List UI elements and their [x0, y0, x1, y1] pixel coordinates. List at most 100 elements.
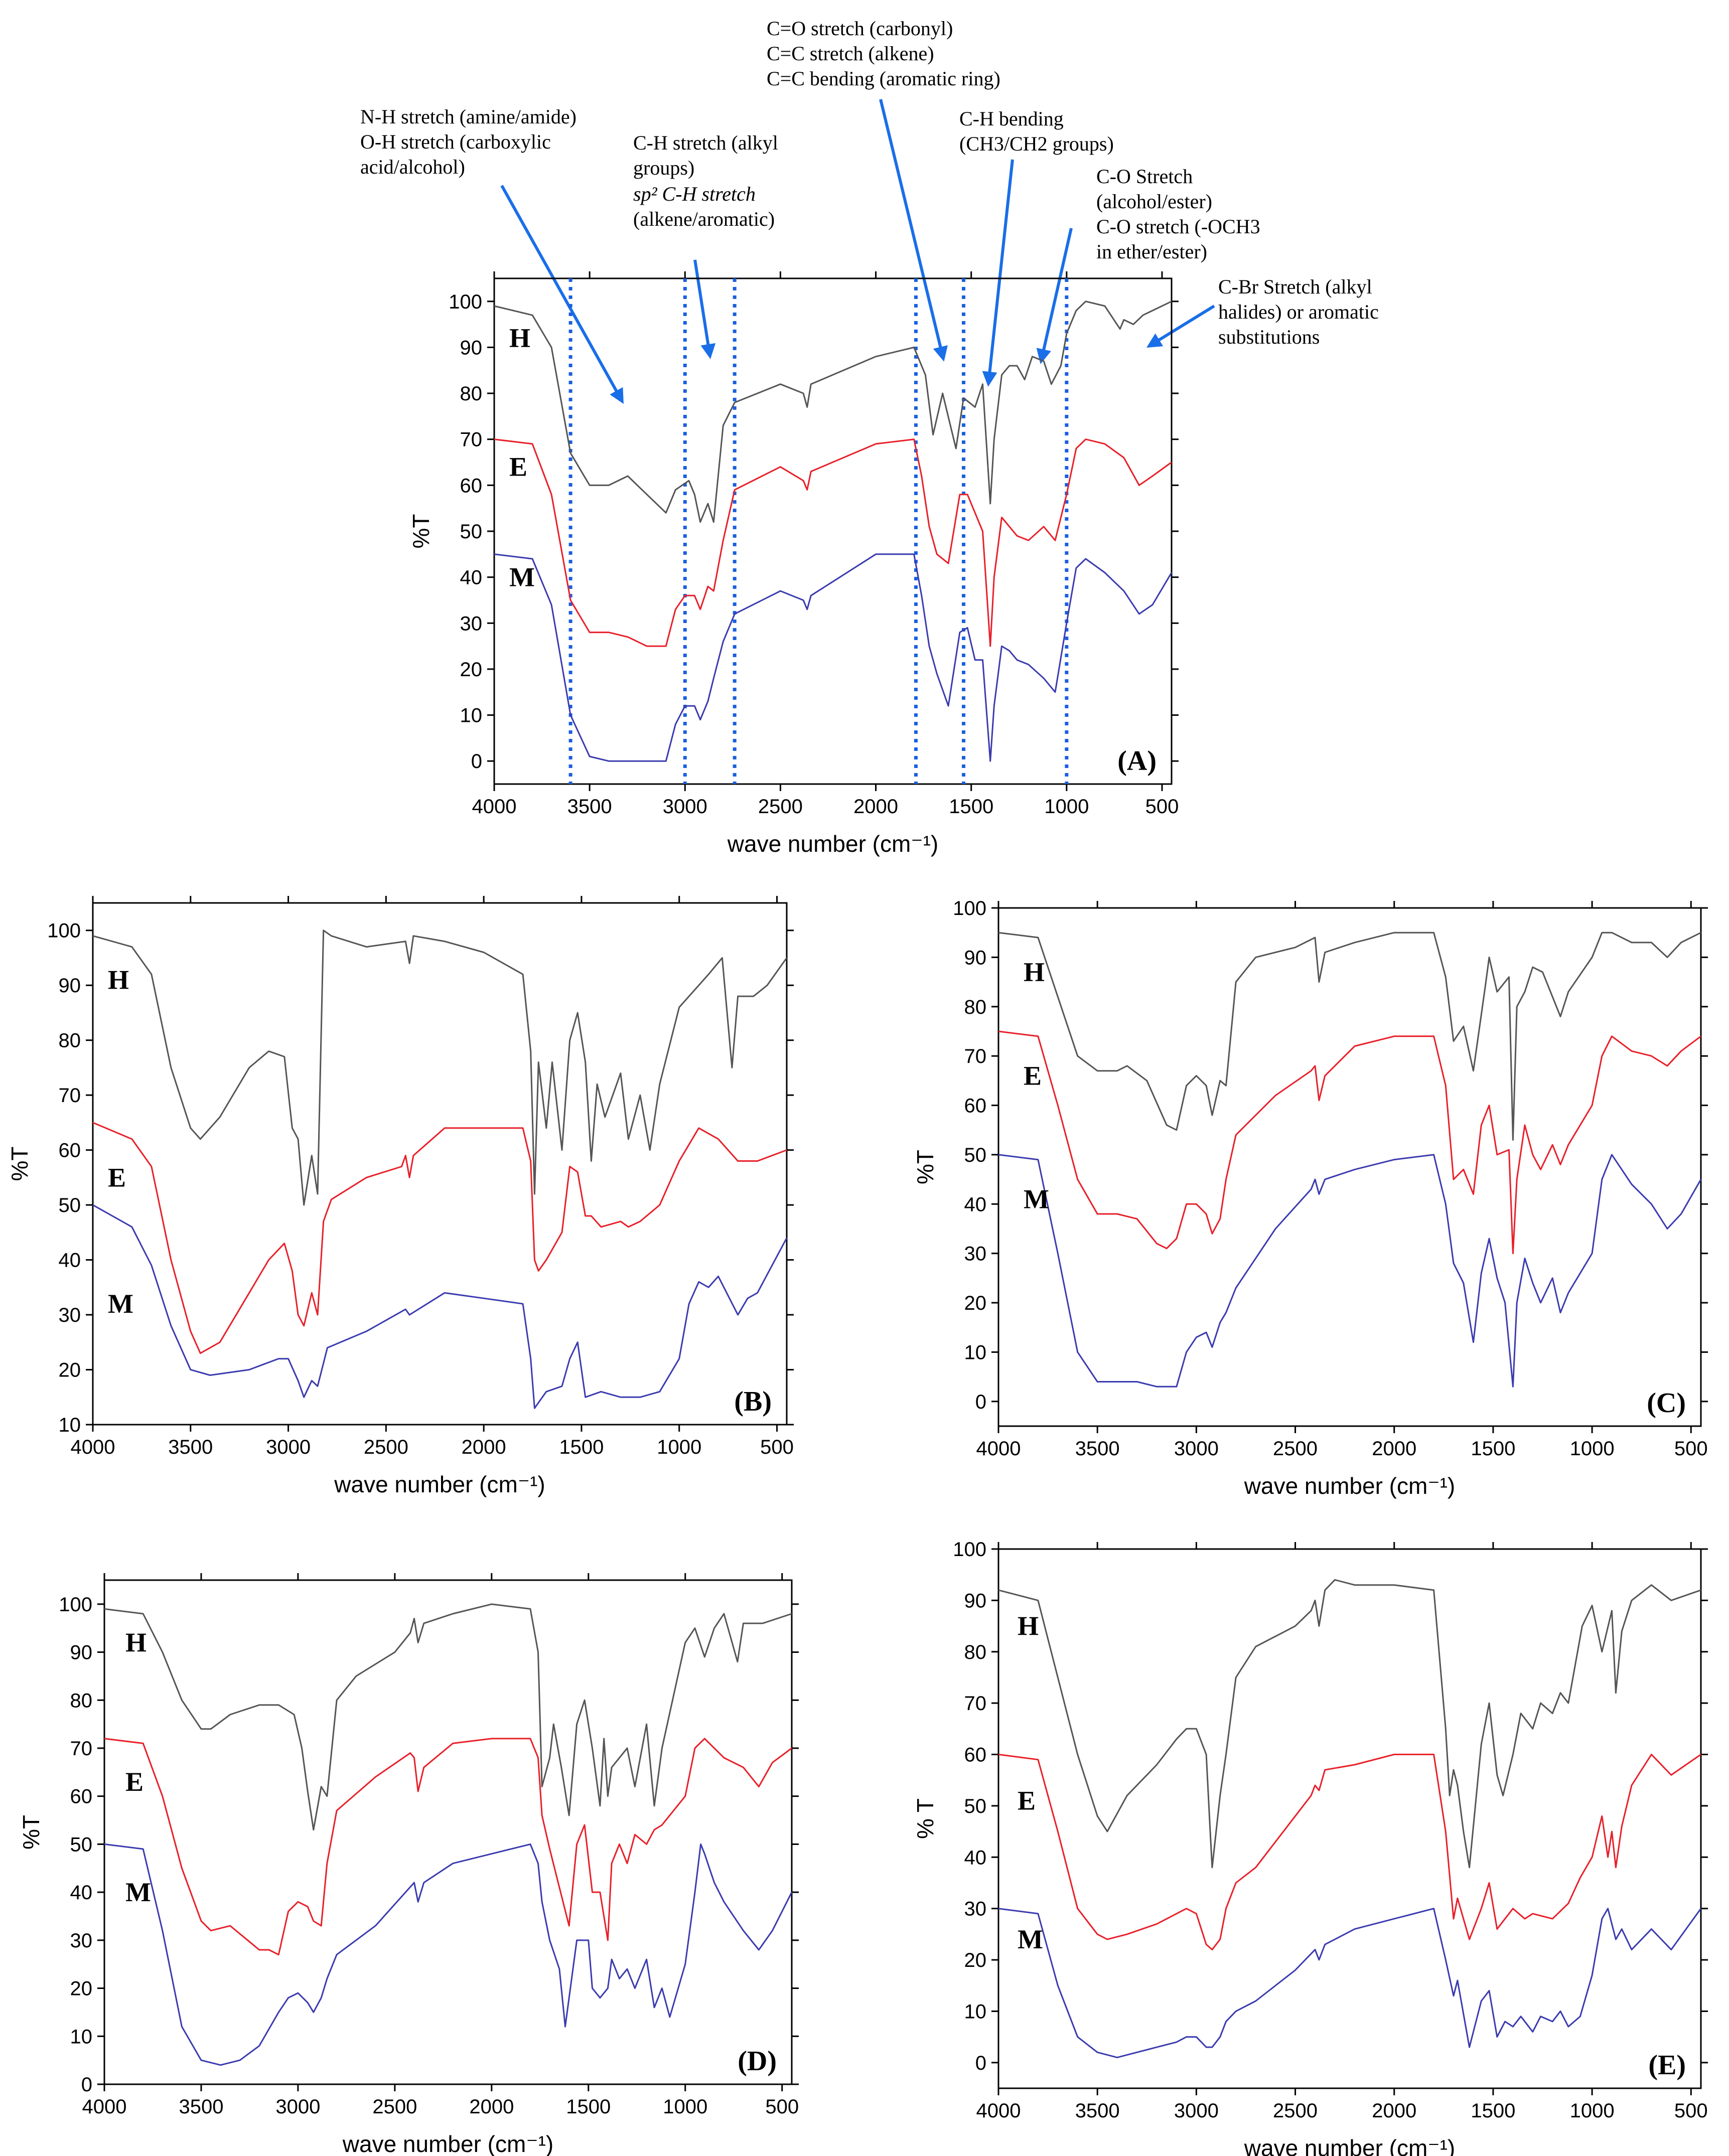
x-tick-label: 3000 [1174, 2100, 1219, 2122]
annotation-ch-alkyl: C-H stretch (alkyl groups) sp² C-H stret… [633, 131, 778, 359]
y-tick-label: 90 [70, 1642, 93, 1664]
y-tick-label: 80 [59, 1030, 81, 1052]
x-tick-label: 4000 [82, 2096, 127, 2118]
x-tick-label: 500 [765, 2096, 799, 2118]
x-tick-label: 1500 [1471, 1438, 1515, 1460]
series-line-h [998, 932, 1701, 1141]
y-tick-label: 40 [59, 1250, 81, 1272]
annotation-line: substitutions [1218, 326, 1320, 348]
series-line-e [998, 1030, 1701, 1255]
series-line-h [998, 1579, 1701, 1869]
y-axis-title: % T [912, 1798, 938, 1839]
y-tick-label: 10 [59, 1414, 81, 1436]
annotation-arrow [693, 259, 716, 359]
ftir-panel-e: 4000 3500 3000 2500 2000 1500 1000 500 0 10 20 30 40… [912, 1538, 1708, 2156]
y-tick-label: 50 [964, 1795, 987, 1817]
series-line-h [92, 930, 788, 1206]
x-tick-label: 3500 [567, 796, 612, 818]
y-tick-label: 10 [70, 2026, 93, 2048]
annotation-line: C-H stretch (alkyl [633, 131, 778, 154]
series-label-m: M [1018, 1924, 1043, 1954]
x-tick-label: 1000 [657, 1436, 701, 1458]
annotation-arrow [879, 99, 948, 362]
y-axis-title: %T [408, 514, 434, 549]
annotation-line: C-O stretch (-OCH3 [1096, 215, 1260, 238]
annotation-nh-oh: N-H stretch (amine/amide) O-H stretch (c… [360, 105, 624, 404]
annotation-ch-bend: C-H bending (CH3/CH2 groups) [959, 107, 1114, 387]
ftir-panel-c: 4000 3500 3000 2500 2000 1500 1000 500 0 10 20 30 40… [912, 897, 1708, 1499]
annotation-line: (alkene/aromatic) [633, 208, 775, 230]
x-tick-label: 3000 [1174, 1438, 1219, 1460]
y-tick-label: 10 [460, 705, 483, 727]
y-tick-label: 0 [81, 2074, 92, 2096]
y-tick-label: 20 [964, 1292, 987, 1314]
y-tick-label: 50 [460, 521, 483, 543]
y-tick-label: 40 [964, 1846, 987, 1869]
y-tick-label: 90 [460, 337, 483, 359]
y-tick-label: 70 [70, 1738, 93, 1760]
y-tick-label: 100 [47, 920, 81, 942]
series-line-e [104, 1738, 792, 1956]
series-line-e [494, 438, 1172, 647]
x-tick-label: 2500 [758, 796, 803, 818]
annotation-arrow [1146, 304, 1215, 348]
y-tick-label: 70 [460, 429, 483, 451]
x-tick-label: 1000 [1570, 2100, 1615, 2122]
series-label-m: M [125, 1877, 151, 1907]
x-tick-label: 1500 [1471, 2100, 1515, 2122]
y-tick-label: 0 [471, 750, 482, 773]
annotation-c-o: C-O Stretch (alcohol/ester) C-O stretch … [1036, 165, 1260, 364]
x-tick-label: 2000 [462, 1436, 506, 1458]
annotation-line: C=C stretch (alkene) [767, 42, 934, 65]
series-label-h: H [509, 323, 530, 353]
annotation-line: sp² C-H stretch [633, 183, 756, 205]
x-tick-label: 500 [1674, 1438, 1708, 1460]
y-tick-label: 60 [70, 1786, 93, 1808]
x-tick-label: 1000 [1044, 796, 1089, 818]
series-line-h [494, 300, 1172, 523]
x-tick-label: 3000 [266, 1436, 311, 1458]
y-tick-label: 50 [70, 1833, 93, 1856]
series-label-h: H [108, 965, 129, 995]
series-label-e: E [125, 1767, 143, 1797]
x-tick-label: 2000 [1372, 2100, 1416, 2122]
annotation-arrow [982, 159, 1014, 387]
annotation-line: N-H stretch (amine/amide) [360, 105, 577, 128]
y-tick-label: 30 [964, 1898, 987, 1920]
plot-frame [103, 1579, 793, 2085]
panel-label: (D) [738, 2046, 777, 2077]
x-tick-label: 1000 [663, 2096, 707, 2118]
y-tick-label: 70 [59, 1085, 81, 1107]
y-axis-title: %T [912, 1150, 938, 1184]
y-tick-label: 20 [59, 1359, 81, 1381]
series-line-e [998, 1754, 1701, 1951]
y-tick-label: 100 [449, 291, 482, 313]
y-tick-label: 0 [975, 2052, 986, 2074]
series-line-e [92, 1122, 787, 1354]
series-line-h [104, 1603, 792, 1831]
series-line-m [998, 1154, 1702, 1388]
annotation-line: O-H stretch (carboxylic [360, 130, 551, 153]
y-axis-title: %T [18, 1815, 44, 1850]
ftir-panel-b: 4000 3500 3000 2500 2000 1500 1000 500 10 20 30 40 5… [7, 896, 794, 1497]
panel-label: (E) [1648, 2050, 1686, 2081]
annotation-line: halides) or aromatic [1218, 300, 1379, 323]
annotation-line: C=C bending (aromatic ring) [767, 67, 1000, 90]
series-label-e: E [1024, 1060, 1042, 1091]
y-tick-label: 60 [59, 1140, 81, 1162]
y-tick-label: 60 [964, 1744, 987, 1766]
y-tick-label: 100 [59, 1594, 92, 1616]
x-tick-label: 4000 [976, 1438, 1021, 1460]
annotation-line: C-H bending [959, 107, 1064, 130]
y-tick-label: 30 [964, 1243, 987, 1265]
panel-label: (A) [1117, 745, 1157, 777]
y-tick-label: 50 [59, 1194, 81, 1216]
y-tick-label: 40 [70, 1882, 93, 1904]
x-tick-label: 1500 [949, 796, 993, 818]
x-tick-label: 1500 [566, 2096, 611, 2118]
y-tick-label: 90 [964, 1590, 987, 1612]
x-tick-label: 4000 [472, 796, 517, 818]
y-tick-label: 60 [964, 1095, 987, 1117]
x-tick-label: 2500 [372, 2096, 417, 2118]
